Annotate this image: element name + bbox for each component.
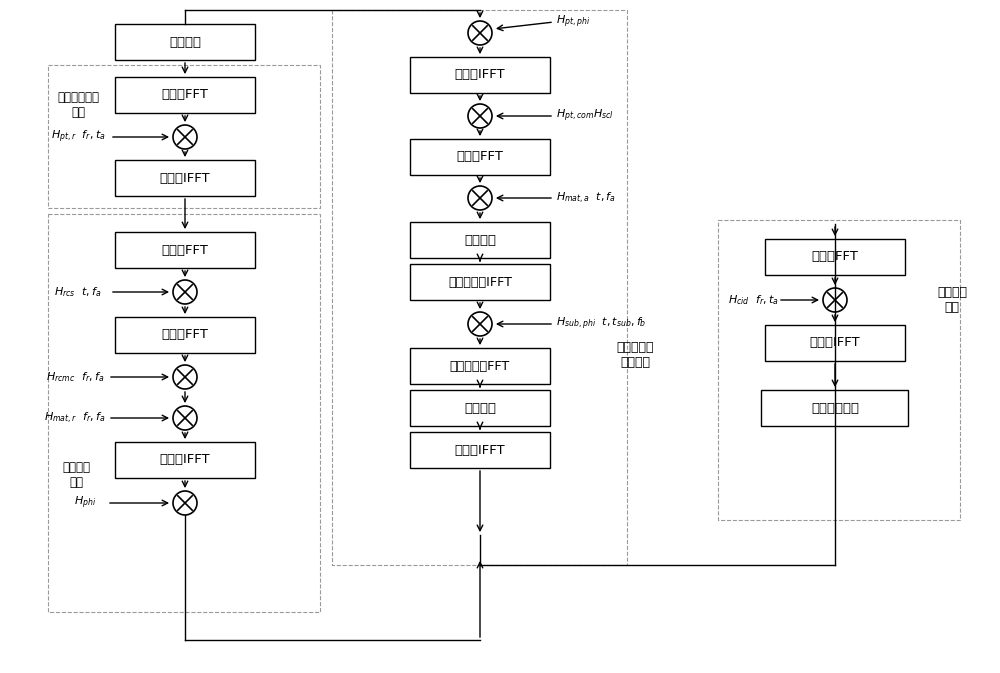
Bar: [410, 139, 550, 175]
Bar: [48, 214, 320, 612]
Text: 距离徙动微调
处理: 距离徙动微调 处理: [57, 91, 99, 119]
Bar: [115, 442, 255, 478]
Text: $H_{cid}$  $f_r,t_a$: $H_{cid}$ $f_r,t_a$: [728, 293, 779, 307]
Text: 方位向IFFT: 方位向IFFT: [455, 69, 505, 81]
Text: $H_{rcmc}$  $f_r,f_a$: $H_{rcmc}$ $f_r,f_a$: [46, 370, 104, 384]
Text: 距离向FFT: 距离向FFT: [162, 89, 208, 102]
Text: 距离向IFFT: 距离向IFFT: [160, 172, 210, 184]
Text: 子带方位向IFFT: 子带方位向IFFT: [448, 275, 512, 289]
Text: 距离向FFT: 距离向FFT: [812, 250, 858, 264]
Bar: [410, 348, 550, 384]
Bar: [718, 220, 960, 520]
Text: $H_{rcs}$  $t, f_a$: $H_{rcs}$ $t, f_a$: [54, 285, 102, 299]
Text: 距离徙动
校正: 距离徙动 校正: [62, 461, 90, 489]
Bar: [115, 317, 255, 353]
Text: 子带方位向FFT: 子带方位向FFT: [450, 359, 510, 372]
Text: 最终成像结果: 最终成像结果: [811, 402, 859, 415]
Bar: [762, 390, 908, 426]
Text: 距离向IFFT: 距离向IFFT: [160, 454, 210, 466]
Text: $H_{phi}$: $H_{phi}$: [74, 495, 96, 511]
Text: 子带合成: 子带合成: [464, 402, 496, 415]
Bar: [115, 77, 255, 113]
Bar: [410, 57, 550, 93]
Bar: [410, 264, 550, 300]
Bar: [765, 239, 905, 275]
Bar: [410, 432, 550, 468]
Text: $H_{pt,phi}$: $H_{pt,phi}$: [556, 14, 590, 30]
Bar: [115, 232, 255, 268]
Text: 距离向IFFT: 距离向IFFT: [810, 336, 860, 349]
Bar: [115, 24, 255, 60]
Text: $H_{mat,a}$  $t, f_a$: $H_{mat,a}$ $t, f_a$: [556, 190, 616, 205]
Text: $H_{pt,r}$  $f_r,t_a$: $H_{pt,r}$ $f_r,t_a$: [51, 129, 105, 145]
Text: 方位向FFT: 方位向FFT: [457, 151, 503, 164]
Text: $H_{pt,com}H_{scl}$: $H_{pt,com}H_{scl}$: [556, 108, 614, 125]
Text: $H_{mat,r}$  $f_r,f_a$: $H_{mat,r}$ $f_r,f_a$: [44, 411, 106, 425]
Text: 方位向IFFT: 方位向IFFT: [455, 444, 505, 456]
Bar: [332, 10, 627, 565]
Bar: [115, 160, 255, 196]
Text: 方位向FFT: 方位向FFT: [162, 244, 208, 256]
Text: 原始数据: 原始数据: [169, 36, 201, 48]
Text: $H_{sub,phi}$  $t,t_{sub},f_b$: $H_{sub,phi}$ $t,t_{sub},f_b$: [556, 316, 647, 332]
Bar: [765, 325, 905, 361]
Bar: [410, 390, 550, 426]
Text: 距离向FFT: 距离向FFT: [162, 328, 208, 341]
Text: 子带合成及
脉冲压缩: 子带合成及 脉冲压缩: [616, 341, 654, 369]
Bar: [410, 222, 550, 258]
Bar: [48, 65, 320, 208]
Text: 图像形变
校正: 图像形变 校正: [937, 286, 967, 314]
Text: 子带分割: 子带分割: [464, 234, 496, 246]
